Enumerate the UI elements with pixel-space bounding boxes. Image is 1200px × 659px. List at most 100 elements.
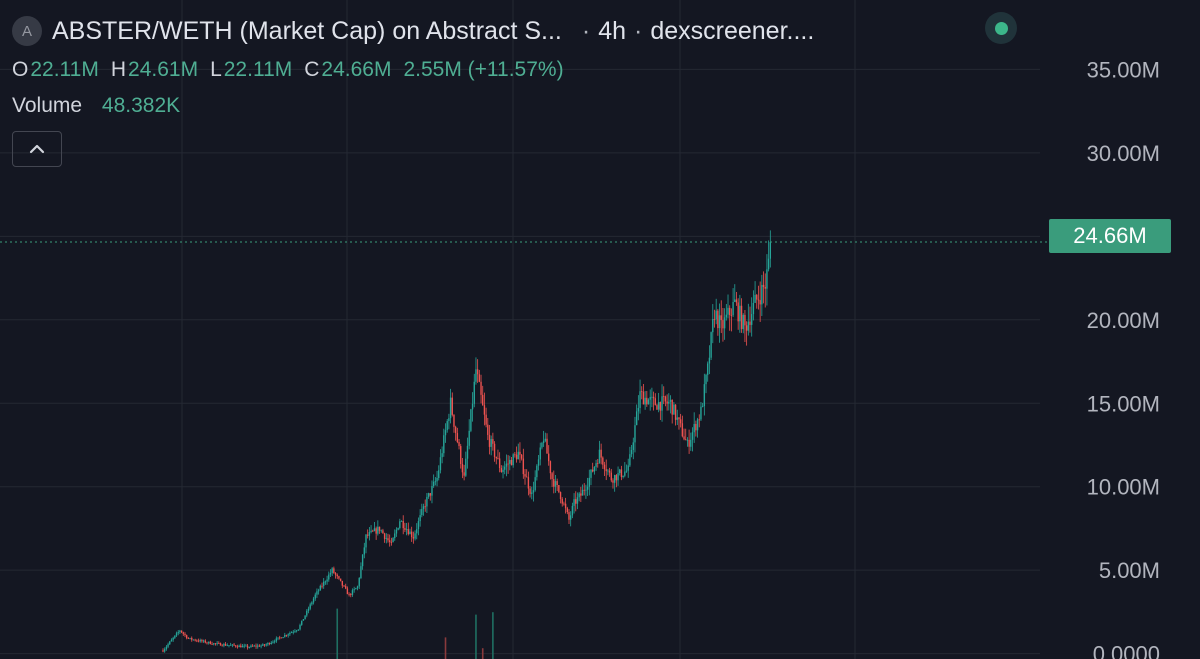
- candle-body: [253, 645, 256, 647]
- candle-body: [223, 644, 225, 646]
- candle-body: [742, 314, 744, 330]
- candle-body: [280, 637, 283, 639]
- candle-body: [229, 644, 232, 646]
- candle-body: [299, 624, 301, 630]
- candle-body: [338, 576, 340, 579]
- candle-body: [334, 573, 337, 575]
- candle-body: [654, 398, 656, 406]
- candle-body: [294, 631, 296, 632]
- candle-body: [241, 646, 244, 648]
- candle-body: [324, 581, 327, 583]
- volume-bar: [492, 612, 494, 659]
- candle-body: [228, 645, 230, 646]
- candle-body: [446, 421, 448, 431]
- candle-body: [333, 568, 335, 574]
- candle-body: [238, 645, 240, 648]
- candle-body: [639, 391, 641, 408]
- candle-body: [309, 604, 311, 609]
- grid-layer: [0, 0, 1040, 659]
- candle-body: [207, 641, 210, 643]
- exchange-label[interactable]: dexscreener....: [650, 16, 815, 45]
- candle-body: [255, 645, 257, 647]
- candle-body: [556, 481, 558, 486]
- candle-body: [663, 396, 665, 398]
- candle-body: [605, 469, 607, 472]
- candle-body: [355, 588, 357, 590]
- candle-body: [262, 644, 264, 646]
- candle-body: [615, 475, 618, 481]
- candle-body: [409, 531, 411, 535]
- candle-body: [297, 629, 300, 631]
- candle-body: [490, 439, 492, 447]
- candle-body: [590, 469, 592, 478]
- candle-body: [373, 528, 376, 532]
- market-status-icon[interactable]: [985, 12, 1017, 44]
- candle-body: [245, 645, 247, 647]
- candle-body: [725, 314, 728, 318]
- candle-body: [382, 530, 384, 534]
- candle-body: [180, 630, 183, 633]
- candle-body: [436, 477, 438, 482]
- volume-bar: [475, 614, 477, 659]
- high-label: H: [110, 58, 127, 81]
- candle-body: [265, 644, 267, 646]
- y-tick-label: 15.00M: [1087, 391, 1160, 416]
- candle-body: [652, 396, 655, 399]
- candle-body: [380, 530, 382, 532]
- candle-body: [769, 241, 772, 259]
- collapse-legend-button[interactable]: [12, 131, 62, 167]
- candle-body: [346, 588, 349, 595]
- candle-body: [573, 499, 575, 506]
- interval-label[interactable]: 4h: [598, 16, 626, 45]
- candle-body: [470, 409, 472, 431]
- candle-body: [341, 580, 344, 586]
- candle-body: [432, 481, 435, 487]
- candle-body: [739, 305, 741, 322]
- candle-body: [749, 321, 751, 325]
- candle-body: [260, 645, 262, 647]
- candle-body: [272, 641, 274, 643]
- candle-body: [213, 643, 215, 645]
- candle-body: [575, 499, 577, 504]
- candle-body: [170, 639, 173, 642]
- candle-body: [514, 454, 516, 456]
- candle-body: [498, 458, 501, 469]
- candle-body: [387, 538, 389, 541]
- symbol-avatar[interactable]: A: [12, 16, 42, 46]
- candle-body: [443, 435, 445, 454]
- candle-body: [610, 472, 612, 481]
- chart-title[interactable]: ABSTER/WETH (Market Cap) on Abstract S..…: [52, 16, 562, 45]
- open-label: O: [12, 58, 29, 81]
- volume-bar: [444, 637, 447, 659]
- candle-body: [642, 391, 645, 405]
- candle-body: [204, 640, 206, 643]
- candle-body: [531, 492, 533, 494]
- candle-body: [634, 425, 636, 443]
- candle-body: [548, 453, 550, 462]
- candle-body: [277, 637, 279, 639]
- candle-body: [644, 397, 646, 405]
- candle-body: [505, 463, 508, 467]
- candle-body: [184, 633, 186, 636]
- candle-body: [339, 578, 342, 581]
- candle-body: [701, 406, 704, 407]
- candle-body: [597, 463, 599, 464]
- candle-body: [561, 498, 563, 504]
- volume-value: 48.382K: [101, 94, 181, 117]
- candle-body: [551, 473, 553, 480]
- candle-body: [591, 469, 594, 472]
- candle-body: [466, 445, 469, 459]
- separator-dot: ·: [581, 16, 591, 45]
- candle-body: [600, 449, 602, 458]
- candle-body: [351, 590, 354, 595]
- y-tick-label: 0.0000: [1093, 642, 1160, 659]
- candle-body: [319, 585, 322, 591]
- candle-layer: [162, 230, 772, 653]
- candle-body: [421, 508, 423, 516]
- candle-body: [191, 637, 193, 640]
- candle-body: [683, 436, 685, 440]
- candle-body: [632, 442, 634, 450]
- candle-body: [438, 470, 440, 478]
